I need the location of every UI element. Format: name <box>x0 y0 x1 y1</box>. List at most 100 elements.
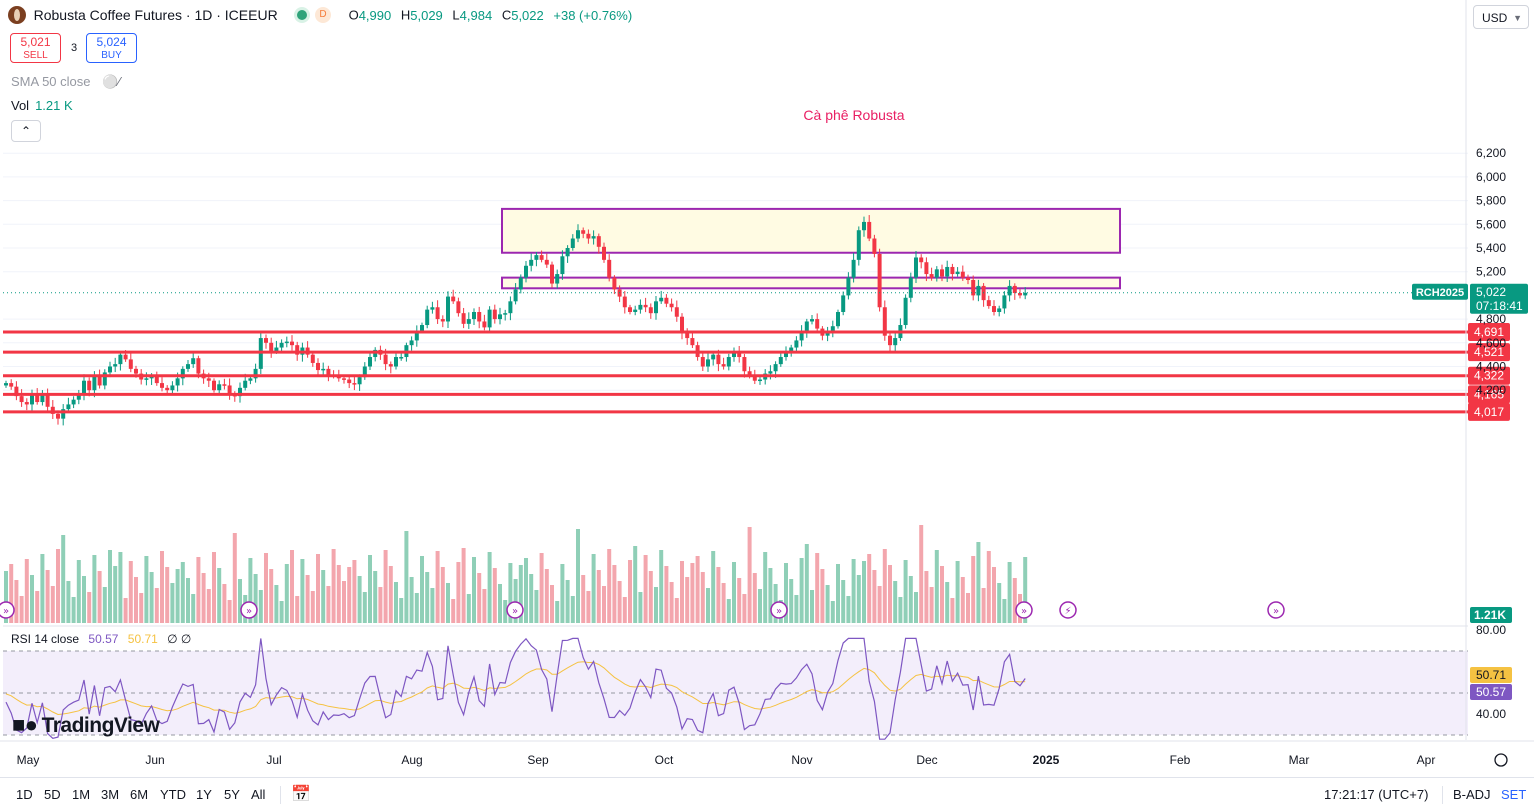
volume-bar <box>1023 557 1028 623</box>
range-5d[interactable]: 5D <box>44 787 61 802</box>
volume-badge-label: 1.21K <box>1474 608 1506 622</box>
volume-bar <box>711 551 716 623</box>
volume-bar <box>706 588 710 623</box>
range-all[interactable]: All <box>251 787 266 802</box>
candle-body <box>986 300 991 307</box>
candle-body <box>919 257 924 263</box>
candle-body <box>726 357 731 367</box>
clock-display[interactable]: 17:21:17 (UTC+7) <box>1324 787 1429 802</box>
candle-body <box>430 307 435 310</box>
symbol-title[interactable]: Robusta Coffee Futures · 1D · ICEEUR <box>33 7 278 23</box>
range-1d[interactable]: 1D <box>16 787 33 802</box>
candle-body <box>82 380 86 395</box>
candle-body <box>524 265 528 278</box>
candle-body <box>643 304 648 308</box>
volume-bar <box>914 592 918 623</box>
candle-body <box>742 357 747 372</box>
candle-body <box>903 297 908 326</box>
resistance-zones <box>501 207 1121 290</box>
candle-body <box>732 352 736 358</box>
price-tick-label: 4,600 <box>1476 336 1506 350</box>
candle-body <box>945 266 950 277</box>
candle-body <box>508 301 513 314</box>
tradingview-logo-text: TradingView <box>41 714 160 737</box>
candle-body <box>477 311 482 322</box>
candle-body <box>253 368 258 379</box>
candle-body <box>815 319 820 329</box>
candle-body <box>35 394 40 403</box>
candle-body <box>997 308 1002 312</box>
candle-body <box>40 393 45 403</box>
settlement-button[interactable]: SET <box>1501 787 1527 802</box>
support-price-label: 4,165 <box>1474 387 1504 401</box>
rsi-indicator[interactable]: RSI 14 close 50.57 50.71 ∅ ∅ <box>11 632 191 646</box>
calendar-icon[interactable]: 📅 <box>291 786 311 803</box>
rsi-ma-badge <box>1470 667 1512 683</box>
candle-body <box>622 296 627 308</box>
candle-body <box>680 316 684 334</box>
time-tick-label: Apr <box>1417 753 1436 767</box>
hidden-eye-icon[interactable]: ⚪∕ <box>102 74 121 89</box>
candle-body <box>669 303 674 308</box>
volume-bar <box>945 582 950 623</box>
adjustment-button[interactable]: B-ADJ <box>1453 787 1491 802</box>
range-1y[interactable]: 1Y <box>196 787 212 802</box>
volume-bar <box>966 593 970 623</box>
time-tick-label: 2025 <box>1033 753 1060 767</box>
volume-bar <box>4 571 8 623</box>
arrow-right-icon: » <box>512 606 518 617</box>
price-tick-label: 5,400 <box>1476 241 1506 255</box>
time-tick-label: Oct <box>655 753 674 767</box>
volume-bar <box>732 562 736 623</box>
sell-button[interactable]: 5,021 SELL <box>10 33 61 63</box>
candle-body <box>539 255 544 260</box>
candle-body <box>908 277 913 298</box>
volume-bar <box>992 567 996 623</box>
range-3m[interactable]: 3M <box>101 787 120 802</box>
volume-bar <box>747 527 752 623</box>
candle-body <box>940 269 944 277</box>
volume-bar <box>399 598 404 623</box>
range-ytd[interactable]: YTD <box>160 787 186 802</box>
chevron-up-icon: ⌃ <box>20 124 32 138</box>
volume-bar <box>154 588 159 623</box>
coffee-logo-icon <box>8 6 26 24</box>
volume-bar <box>851 559 856 623</box>
tradingview-logo[interactable]: ■● TradingView <box>12 712 160 738</box>
candle-body <box>482 321 487 328</box>
range-5y[interactable]: 5Y <box>224 787 240 802</box>
buy-button[interactable]: 5,024 BUY <box>86 33 137 63</box>
candle-body <box>14 386 19 397</box>
sma-indicator[interactable]: SMA 50 close ⚪∕ <box>11 74 120 90</box>
volume-bar <box>960 577 965 623</box>
countdown-label: 07:18:41 <box>1476 299 1523 313</box>
price-tick-label: 4,200 <box>1476 383 1506 397</box>
candle-body <box>716 354 721 365</box>
time-tick-label: Aug <box>401 753 422 767</box>
volume-bar <box>206 589 211 623</box>
candle-body <box>76 394 81 400</box>
volume-bar <box>264 553 268 623</box>
volume-bar <box>529 574 534 623</box>
range-6m[interactable]: 6M <box>130 787 149 802</box>
candle-body <box>1002 295 1007 309</box>
volume-bar <box>305 575 310 623</box>
volume-bar <box>690 563 695 623</box>
candle-body <box>576 230 580 239</box>
currency-select[interactable]: USD ▼ <box>1473 5 1529 29</box>
volume-bar <box>362 592 367 623</box>
candle-body <box>414 330 419 341</box>
candle-body <box>565 248 570 257</box>
range-1m[interactable]: 1M <box>72 787 91 802</box>
collapse-legend-button[interactable]: ⌃ <box>11 120 41 142</box>
chart-annotation: Cà phê Robusta <box>803 107 904 123</box>
candle-body <box>721 364 726 367</box>
candle-body <box>180 368 185 379</box>
candle-body <box>700 357 705 367</box>
volume-bar <box>518 565 523 623</box>
volume-indicator[interactable]: Vol 1.21 K <box>11 98 73 113</box>
symbol-badge <box>1412 283 1468 300</box>
volume-bar <box>534 590 539 623</box>
candle-body <box>628 307 632 312</box>
